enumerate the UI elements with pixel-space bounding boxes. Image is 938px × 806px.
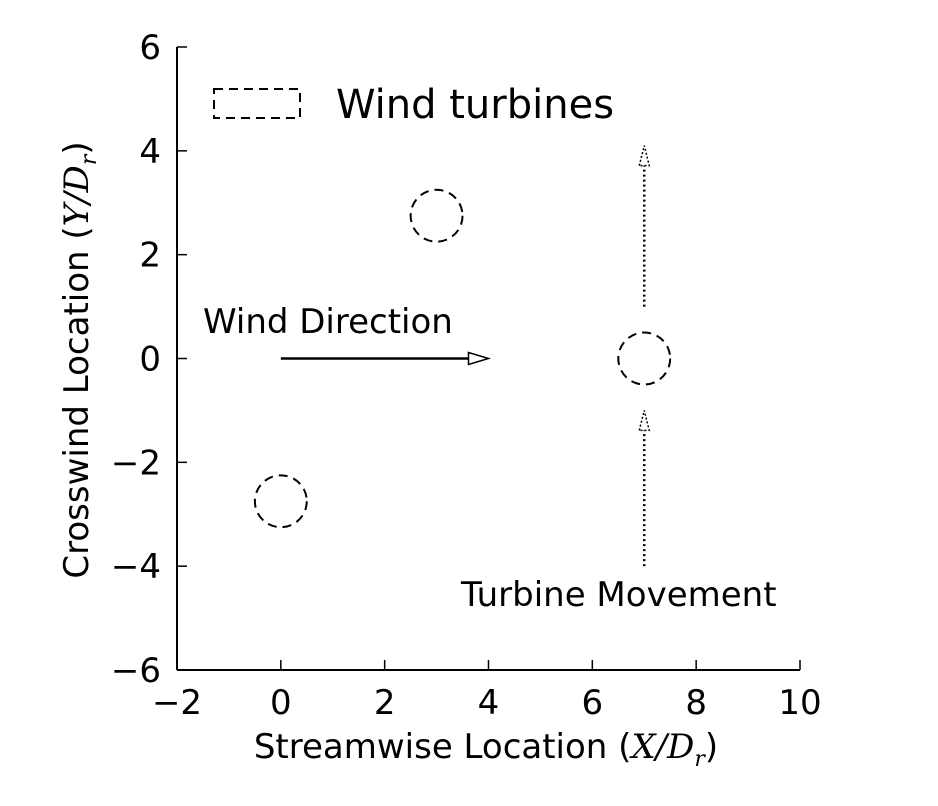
y-tick-label: −4 [111, 547, 161, 587]
x-tick-label: 8 [685, 683, 707, 723]
turbine-marker [617, 331, 672, 386]
y-tick-label: 0 [139, 340, 161, 380]
y-axis-label-text: Crosswind Location ( [57, 226, 97, 578]
x-axis-label-sub: r [694, 747, 706, 772]
y-tick-label: −2 [111, 443, 161, 483]
y-axis-label-sub: r [77, 153, 102, 165]
turbine-movement-arrow-head [638, 145, 651, 167]
wind-direction-arrow-head [467, 351, 492, 366]
turbine-movement-label: Turbine Movement [460, 575, 777, 615]
x-axis-label-text: Streamwise Location ( [254, 727, 632, 767]
turbine-marker [253, 474, 308, 529]
y-axis-label: Crosswind Location (Y/Dr) [57, 141, 102, 578]
y-tick-label: −6 [111, 651, 161, 691]
legend: Wind turbines [213, 82, 614, 128]
ticks: −2 0 2 4 6 8 10 −6 −4 −2 0 2 4 6 [111, 28, 822, 723]
plot-marks [253, 145, 672, 567]
x-axis-label-math: X/D [628, 727, 694, 767]
x-tick-label: −2 [152, 683, 202, 723]
turbine-marker [409, 188, 464, 243]
x-tick-label: 4 [478, 683, 500, 723]
x-tick-label: 2 [374, 683, 396, 723]
y-axis-label-math: Y/D [57, 165, 97, 226]
legend-label: Wind turbines [336, 82, 614, 128]
y-tick-label: 2 [139, 236, 161, 276]
x-tick-label: 10 [778, 683, 821, 723]
wind-direction-label: Wind Direction [203, 302, 453, 342]
x-axis-label-close: ) [705, 727, 718, 767]
x-axis-label: Streamwise Location (X/Dr) [254, 727, 718, 772]
y-tick-label: 6 [139, 28, 161, 68]
turbine-movement-arrow-head [638, 410, 651, 432]
y-axis-label-close: ) [57, 141, 97, 154]
y-tick-label: 4 [139, 132, 161, 172]
x-tick-label: 6 [582, 683, 604, 723]
x-tick-label: 0 [270, 683, 292, 723]
legend-swatch [213, 88, 301, 119]
